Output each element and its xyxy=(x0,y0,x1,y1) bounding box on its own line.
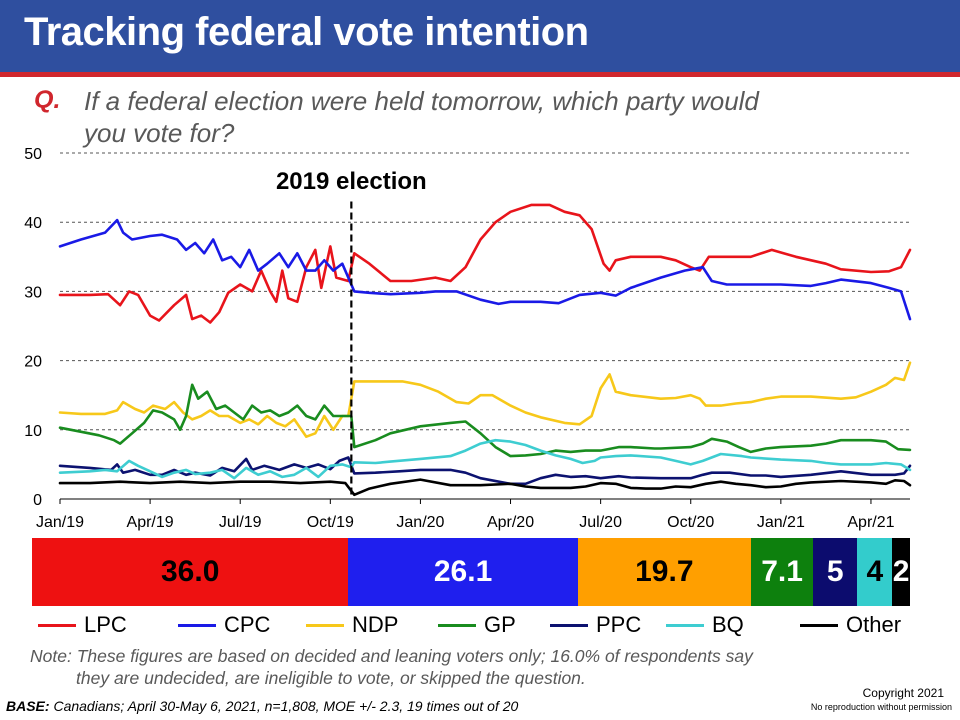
note-line-2: they are undecided, are ineligible to vo… xyxy=(76,668,586,688)
legend-item-ndp: NDP xyxy=(306,612,398,638)
x-tick-label: Apr/19 xyxy=(127,514,174,531)
x-tick-label: Jan/19 xyxy=(36,514,84,531)
base-label: BASE: xyxy=(6,698,50,714)
header-rule xyxy=(0,72,960,77)
legend-label: BQ xyxy=(712,612,744,637)
legend-label: CPC xyxy=(224,612,271,637)
y-tick-label: 20 xyxy=(24,354,42,371)
question-text-line-2: you vote for? xyxy=(84,118,235,148)
header-bar: Tracking federal vote intention xyxy=(0,0,960,72)
page-title: Tracking federal vote intention xyxy=(24,10,589,54)
copyright-line-2: No reproduction without permission xyxy=(810,702,952,712)
legend-swatch xyxy=(438,623,476,627)
legend-label: PPC xyxy=(596,612,642,637)
base-footnote: BASE: Canadians; April 30-May 6, 2021, n… xyxy=(6,698,518,714)
legend-label: Other xyxy=(846,612,902,637)
series-line-cpc xyxy=(58,218,912,321)
x-axis: Jan/19 Apr/19 Jul/19 Oct/19 Jan/20 Apr/20 Jul/… xyxy=(36,499,895,531)
legend-label: NDP xyxy=(352,612,399,637)
legend-swatch xyxy=(800,623,838,627)
election-annotation: 2019 election xyxy=(276,168,427,499)
bar-segment-lpc: 36.0 xyxy=(32,538,349,606)
legend-item-gp: GP xyxy=(438,612,516,638)
legend-label: LPC xyxy=(84,612,127,637)
legend-item-ppc: PPC xyxy=(550,612,641,638)
y-axis: 0 10 20 30 40 50 xyxy=(24,146,42,509)
legend-swatch xyxy=(178,623,216,627)
chart-series xyxy=(58,203,912,497)
x-tick-label: Jul/20 xyxy=(579,514,622,531)
legend-item-cpc: CPC xyxy=(178,612,270,638)
series-line-bq xyxy=(58,438,912,480)
current-results-bar: 36.0 26.1 19.7 7.1 5 4 2 xyxy=(32,538,910,606)
series-line-other xyxy=(58,478,912,497)
x-tick-label: Jan/21 xyxy=(757,514,805,531)
base-text: Canadians; April 30-May 6, 2021, n=1,808… xyxy=(49,698,519,714)
x-tick-label: Oct/19 xyxy=(307,514,354,531)
legend-swatch xyxy=(306,623,344,627)
question-prefix: Q. xyxy=(34,86,61,114)
x-tick-label: Apr/21 xyxy=(847,514,894,531)
y-tick-label: 30 xyxy=(24,284,42,301)
x-tick-label: Jul/19 xyxy=(219,514,262,531)
note-line-1: Note: These figures are based on decided… xyxy=(30,646,753,666)
legend-swatch xyxy=(38,623,76,627)
y-tick-label: 0 xyxy=(33,492,42,509)
legend-item-bq: BQ xyxy=(666,612,744,638)
y-tick-label: 50 xyxy=(24,146,42,163)
bar-segment-other: 2 xyxy=(892,538,910,606)
x-tick-label: Apr/20 xyxy=(487,514,534,531)
bar-segment-ppc: 5 xyxy=(813,538,858,606)
chart-legend: LPC CPC NDP GP PPC BQ Other xyxy=(38,612,918,638)
chart-gridlines xyxy=(60,152,910,500)
copyright-line-1: Copyright 2021 xyxy=(862,686,944,700)
y-tick-label: 10 xyxy=(24,423,42,440)
bar-segment-ndp: 19.7 xyxy=(577,538,751,606)
series-line-ppc xyxy=(58,456,912,486)
y-tick-label: 40 xyxy=(24,215,42,232)
bar-segment-bq: 4 xyxy=(857,538,893,606)
legend-swatch xyxy=(666,623,704,627)
legend-item-lpc: LPC xyxy=(38,612,127,638)
series-line-lpc xyxy=(58,203,912,324)
legend-swatch xyxy=(550,623,588,627)
legend-label: GP xyxy=(484,612,516,637)
x-tick-label: Jan/20 xyxy=(396,514,444,531)
legend-item-other: Other xyxy=(800,612,901,638)
series-line-ndp xyxy=(58,361,912,438)
bar-segment-gp: 7.1 xyxy=(750,538,814,606)
question-text-line-1: If a federal election were held tomorrow… xyxy=(84,86,759,116)
x-tick-label: Oct/20 xyxy=(667,514,714,531)
series-line-gp xyxy=(58,383,912,458)
bar-segment-cpc: 26.1 xyxy=(348,538,578,606)
election-marker-label: 2019 election xyxy=(276,168,427,195)
